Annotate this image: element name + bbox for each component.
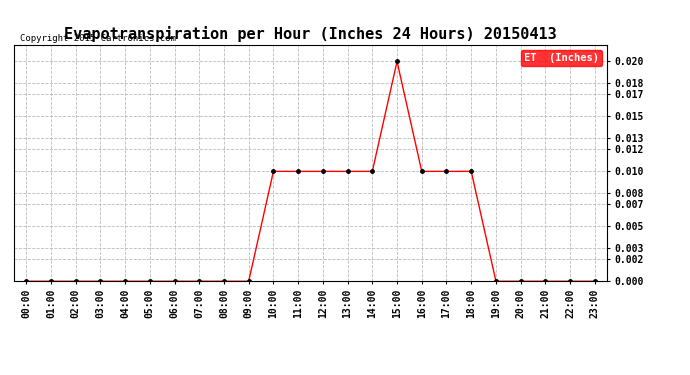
Title: Evapotranspiration per Hour (Inches 24 Hours) 20150413: Evapotranspiration per Hour (Inches 24 H…	[64, 27, 557, 42]
Text: Copyright 2015 Cartronics.com: Copyright 2015 Cartronics.com	[20, 34, 176, 43]
Legend: ET  (Inches): ET (Inches)	[521, 50, 602, 66]
